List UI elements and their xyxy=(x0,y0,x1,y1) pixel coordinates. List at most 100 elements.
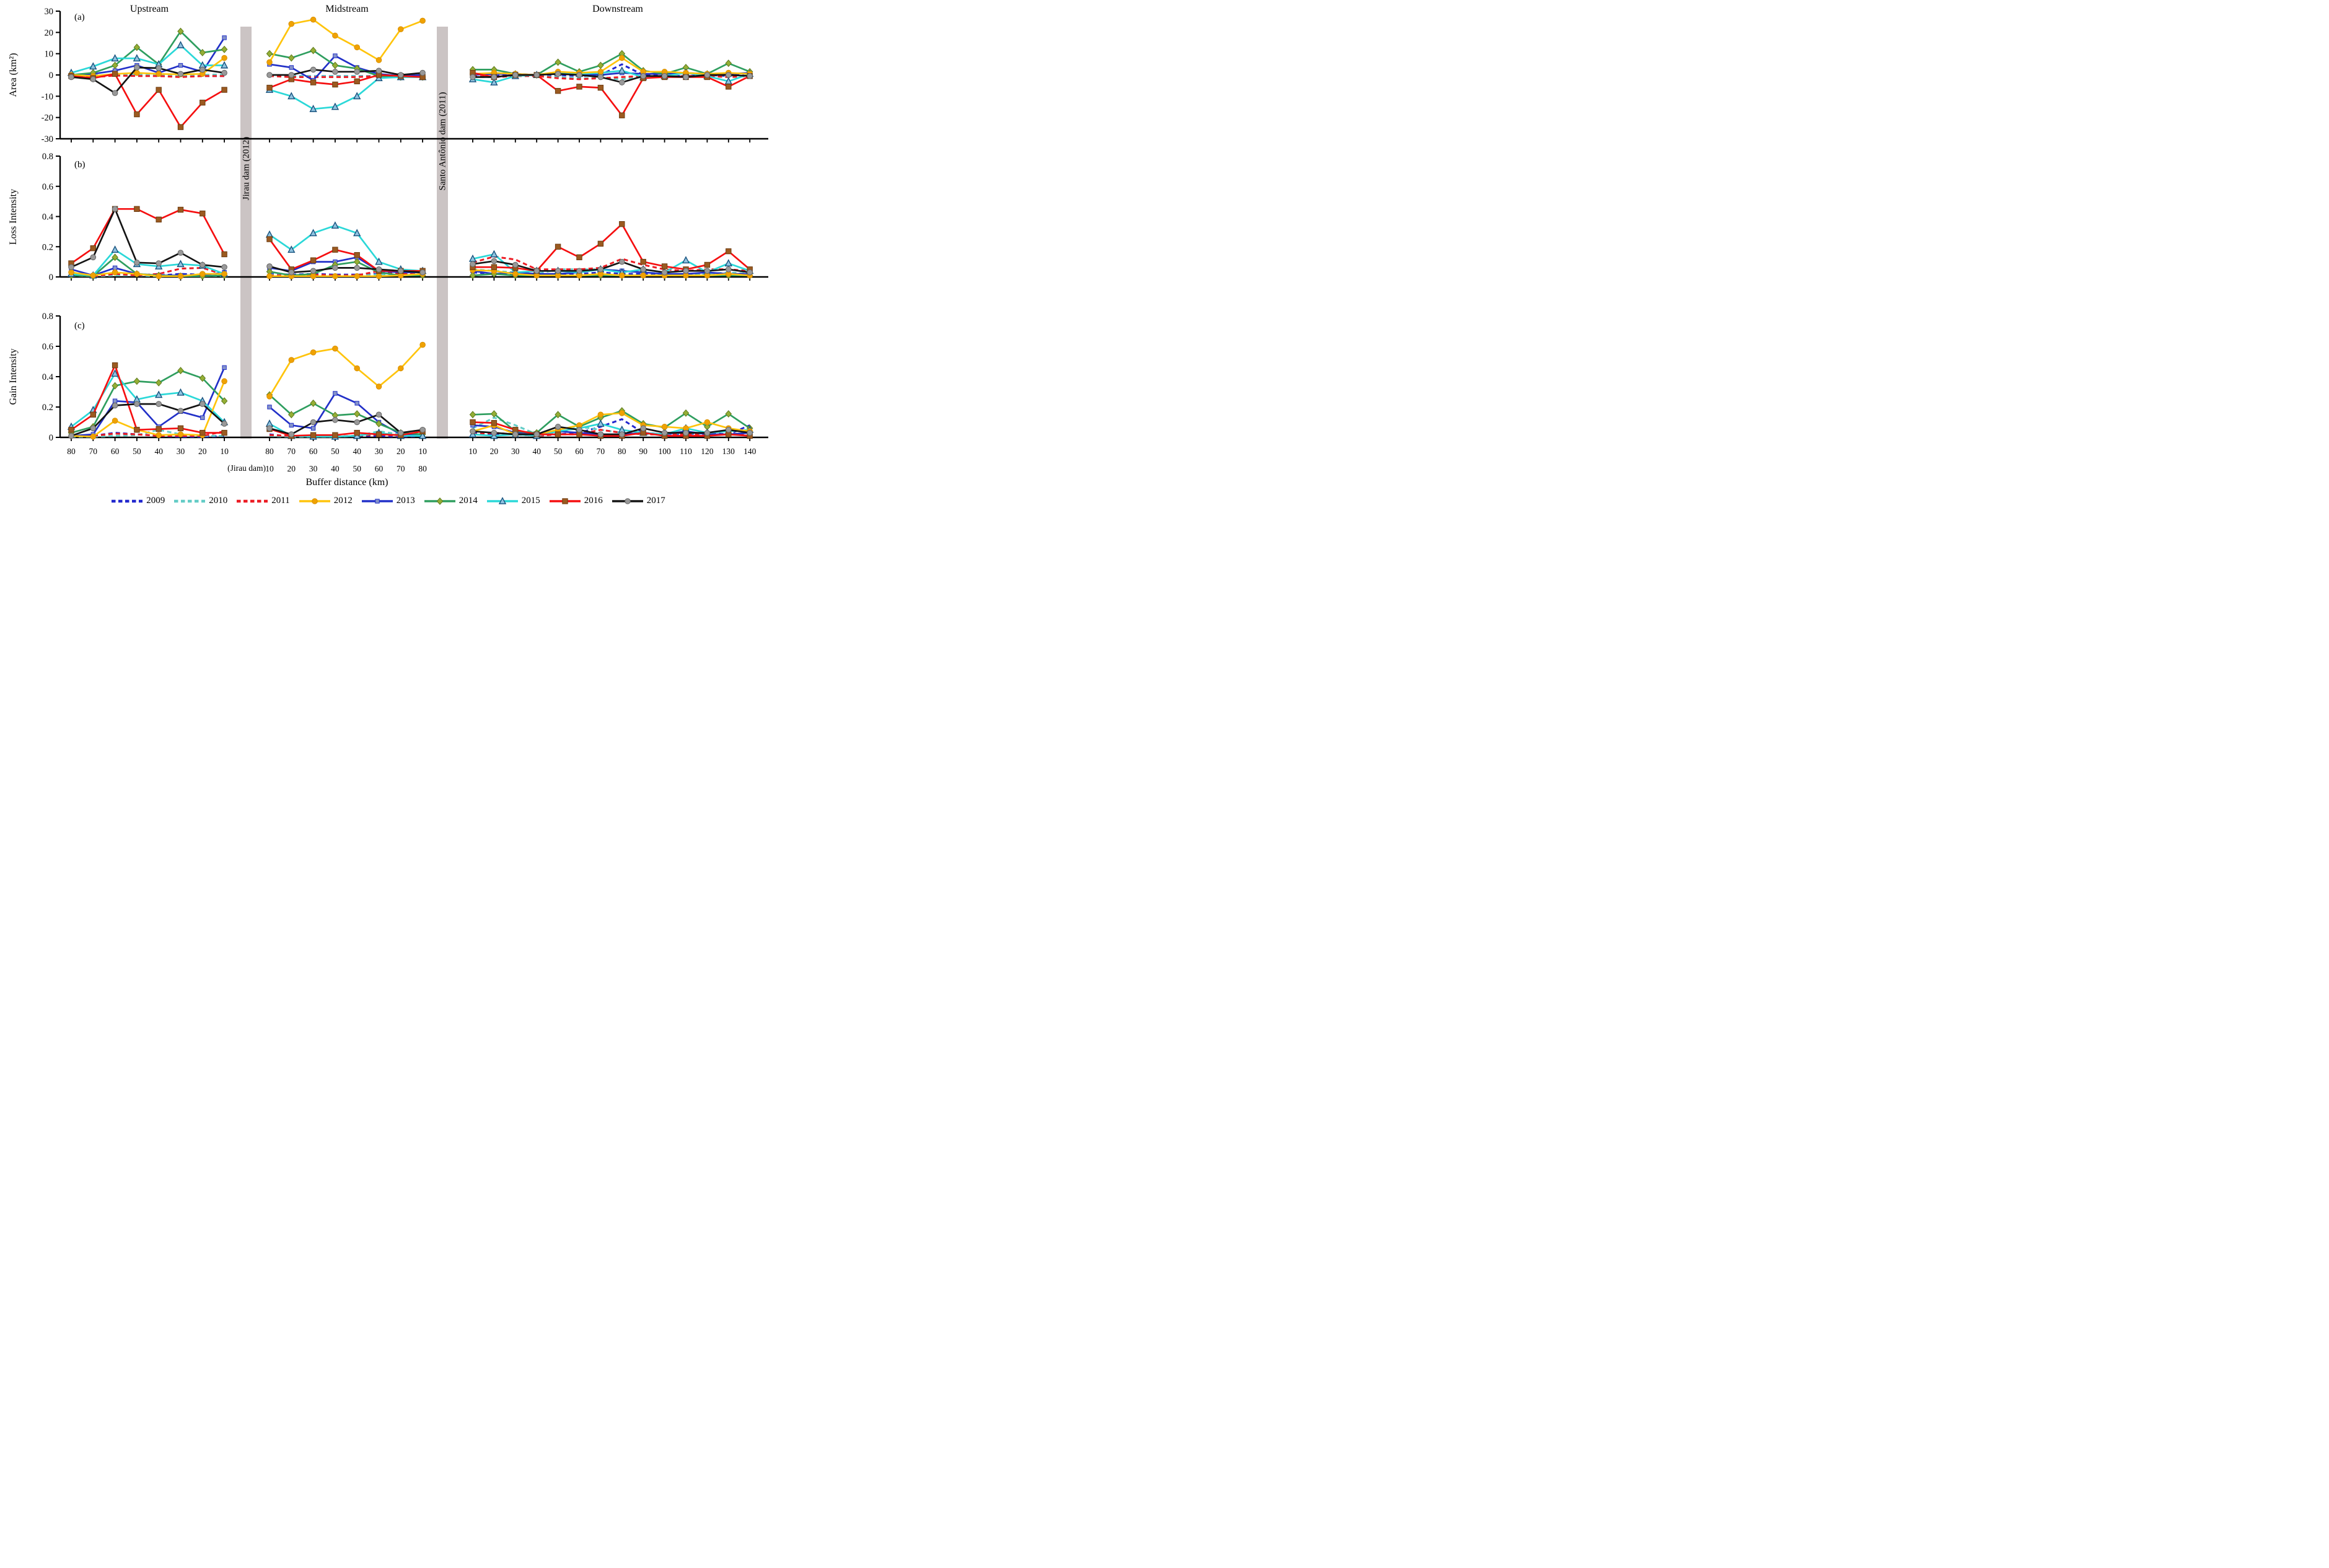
panel-gain-midstream xyxy=(265,341,427,440)
data-point xyxy=(576,426,582,433)
series-2017 xyxy=(68,401,227,439)
series-line-2012 xyxy=(71,57,225,77)
data-point xyxy=(354,273,361,279)
data-point xyxy=(221,69,227,76)
data-point xyxy=(288,54,295,62)
x-tick-label: 70 xyxy=(597,447,605,456)
x-tick-label: 60 xyxy=(309,447,318,456)
series-line-2011 xyxy=(71,430,225,437)
column-title-downstream: Downstream xyxy=(592,4,643,14)
data-point xyxy=(661,269,668,276)
data-point xyxy=(112,402,118,409)
data-point xyxy=(331,61,339,69)
legend-year-label: 2010 xyxy=(209,496,228,506)
series-2011 xyxy=(71,430,225,437)
data-point xyxy=(469,271,476,279)
legend-year-label: 2013 xyxy=(396,496,415,506)
series-line-2017 xyxy=(71,66,225,94)
data-point xyxy=(661,424,668,430)
data-point xyxy=(177,408,184,414)
data-point xyxy=(619,79,625,85)
data-point xyxy=(310,257,317,263)
data-point xyxy=(512,431,519,437)
data-point xyxy=(221,55,227,61)
data-point xyxy=(156,273,162,279)
data-point xyxy=(310,66,317,73)
data-point xyxy=(332,273,338,279)
legend-item-2012: 2012 xyxy=(299,496,353,506)
y-axis-title-loss: Loss Intensity xyxy=(8,188,19,245)
data-point xyxy=(333,53,338,58)
x-tick-label: 70 xyxy=(287,447,296,456)
data-point xyxy=(555,431,561,437)
data-point xyxy=(725,410,732,418)
data-point xyxy=(177,367,184,375)
data-point xyxy=(221,87,227,93)
y-tick-label: -10 xyxy=(42,92,53,102)
series-line-2014 xyxy=(269,394,423,436)
data-point xyxy=(491,420,498,426)
x-tick-label-secondary: 60 xyxy=(375,464,384,473)
legend-year-label: 2012 xyxy=(333,496,353,506)
data-point xyxy=(576,72,582,78)
data-point xyxy=(469,411,476,419)
x-tick-label: 80 xyxy=(265,447,274,456)
data-point xyxy=(221,45,228,53)
x-tick-label: 30 xyxy=(177,447,185,456)
data-point xyxy=(222,35,227,40)
data-point xyxy=(747,429,753,436)
data-point xyxy=(354,69,361,75)
series-line-2015 xyxy=(269,76,423,110)
data-point xyxy=(398,365,404,372)
data-point xyxy=(221,429,227,436)
data-point xyxy=(640,272,646,279)
data-point xyxy=(619,431,625,437)
data-point xyxy=(704,429,711,436)
data-point xyxy=(726,248,732,255)
x-tick-label: 80 xyxy=(618,447,626,456)
x-tick-label-secondary: 80 xyxy=(418,464,427,473)
data-point xyxy=(90,245,97,252)
data-point xyxy=(200,99,206,106)
data-point xyxy=(512,271,519,277)
series-2017 xyxy=(266,66,426,78)
series-line-2016 xyxy=(71,364,225,434)
data-point xyxy=(398,429,404,436)
series-line-2017 xyxy=(269,265,423,274)
data-point xyxy=(419,17,426,24)
data-point xyxy=(375,266,382,273)
data-point xyxy=(555,268,561,274)
data-point xyxy=(177,431,184,437)
legend-item-2009: 2009 xyxy=(111,496,165,506)
data-point xyxy=(683,268,689,274)
series-line-2017 xyxy=(270,69,423,76)
y-tick-label: 20 xyxy=(45,28,54,38)
data-point xyxy=(221,264,227,270)
data-point xyxy=(133,43,141,51)
data-point xyxy=(90,76,97,82)
series-line-2017 xyxy=(71,403,226,437)
data-point xyxy=(111,245,119,253)
data-point xyxy=(661,72,668,79)
series-line-2016 xyxy=(71,72,225,128)
data-point xyxy=(726,426,732,433)
data-point xyxy=(354,419,361,426)
data-point xyxy=(491,74,498,81)
data-point xyxy=(112,382,118,390)
data-point xyxy=(134,427,140,433)
data-point xyxy=(747,269,753,276)
panel-loss-downstream xyxy=(468,221,754,279)
data-point xyxy=(310,16,317,23)
data-point xyxy=(200,429,206,436)
data-point xyxy=(289,423,294,428)
data-point xyxy=(512,72,519,78)
data-point xyxy=(640,266,646,273)
data-point xyxy=(200,415,205,420)
data-point xyxy=(704,72,711,78)
data-point xyxy=(221,378,227,385)
series-line-2016 xyxy=(268,239,423,272)
x-tick-label: 70 xyxy=(89,447,98,456)
jirau-dam-band xyxy=(240,27,252,439)
legend-item-2011: 2011 xyxy=(236,496,290,506)
x-tick-label: 50 xyxy=(554,447,563,456)
